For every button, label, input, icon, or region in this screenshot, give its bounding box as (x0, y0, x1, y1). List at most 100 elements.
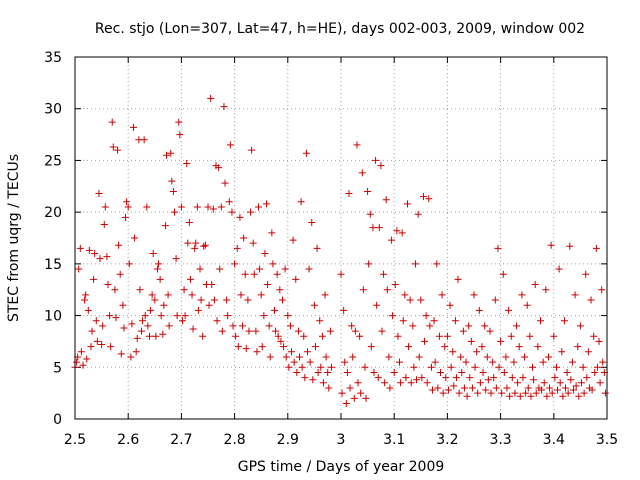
data-point (568, 358, 576, 366)
data-point (327, 363, 335, 371)
data-point (467, 337, 475, 345)
data-point (475, 306, 483, 314)
data-point (152, 332, 160, 340)
data-point (546, 384, 554, 392)
data-point (564, 389, 572, 397)
data-point (523, 301, 531, 309)
data-point (574, 343, 582, 351)
data-point (449, 348, 457, 356)
data-point (351, 327, 359, 335)
data-point (348, 322, 356, 330)
data-point (130, 123, 138, 131)
data-point (256, 265, 264, 273)
data-point (151, 296, 159, 304)
data-point (543, 392, 551, 400)
data-point (510, 358, 518, 366)
data-point (492, 384, 500, 392)
data-point (286, 322, 294, 330)
data-point (522, 389, 530, 397)
data-point (231, 260, 239, 268)
data-point (138, 327, 145, 335)
data-point (296, 353, 304, 361)
data-point (77, 348, 85, 356)
data-point (250, 270, 258, 278)
data-point (123, 198, 131, 206)
data-point (405, 343, 413, 351)
data-point (479, 368, 487, 376)
data-point (542, 286, 550, 294)
data-point (289, 236, 297, 244)
data-point (540, 379, 548, 387)
data-point (552, 363, 560, 371)
data-point (389, 312, 397, 320)
data-point (532, 389, 540, 397)
data-point (582, 270, 590, 278)
data-point (495, 363, 503, 371)
x-axis-label: GPS time / Days of year 2009 (238, 459, 445, 475)
y-tick-label: 35 (44, 50, 62, 66)
data-point (173, 312, 181, 320)
data-point (193, 203, 201, 211)
data-point (124, 203, 132, 211)
data-point (346, 384, 354, 392)
data-point (590, 332, 598, 340)
data-point (569, 386, 577, 394)
data-point (88, 327, 96, 335)
data-point (353, 141, 361, 149)
data-point (588, 386, 596, 394)
data-point (537, 317, 544, 325)
data-point (76, 244, 84, 252)
data-point (388, 236, 396, 244)
data-point (498, 389, 506, 397)
data-point (362, 394, 370, 402)
data-point (163, 151, 171, 159)
data-point (245, 327, 253, 335)
data-point (457, 353, 465, 361)
data-point (446, 301, 454, 309)
data-point (111, 286, 119, 294)
data-point (415, 353, 423, 361)
data-point (502, 353, 510, 361)
data-point (357, 389, 365, 397)
data-point (253, 348, 261, 356)
data-point (419, 193, 427, 201)
data-point (169, 187, 177, 195)
data-point (447, 363, 455, 371)
data-point (92, 317, 100, 325)
data-point (382, 196, 390, 204)
x-tick-label: 3.5 (596, 432, 618, 448)
data-point (84, 306, 92, 314)
data-point (396, 358, 404, 366)
data-point (414, 210, 422, 218)
data-point (300, 332, 308, 340)
data-point (385, 353, 393, 361)
data-point (505, 306, 513, 314)
data-point (407, 379, 415, 387)
data-point (518, 291, 526, 299)
data-point (547, 241, 555, 249)
data-point (470, 291, 478, 299)
data-point (170, 208, 178, 216)
data-point (268, 229, 276, 237)
data-point (398, 229, 406, 237)
data-point (442, 374, 450, 382)
data-point (441, 343, 449, 351)
data-point (321, 291, 329, 299)
data-point (338, 389, 346, 397)
grid (75, 57, 607, 419)
y-tick-label: 5 (53, 360, 62, 376)
data-point (247, 208, 255, 216)
data-point (197, 296, 205, 304)
data-point (556, 379, 564, 387)
data-point (598, 286, 606, 294)
axis-ticks: 2.5 2.6 2.7 2.8 2.9 3 3.1 3.2 3.3 3.4 3.5 0 5 10 15 20 2… (44, 50, 618, 448)
data-point (567, 376, 575, 384)
data-point (534, 343, 542, 351)
data-point (249, 239, 257, 247)
data-point (191, 244, 199, 252)
data-point (406, 296, 414, 304)
data-point (548, 389, 556, 397)
data-point (85, 246, 93, 254)
data-point (516, 392, 524, 400)
data-point (127, 353, 135, 361)
